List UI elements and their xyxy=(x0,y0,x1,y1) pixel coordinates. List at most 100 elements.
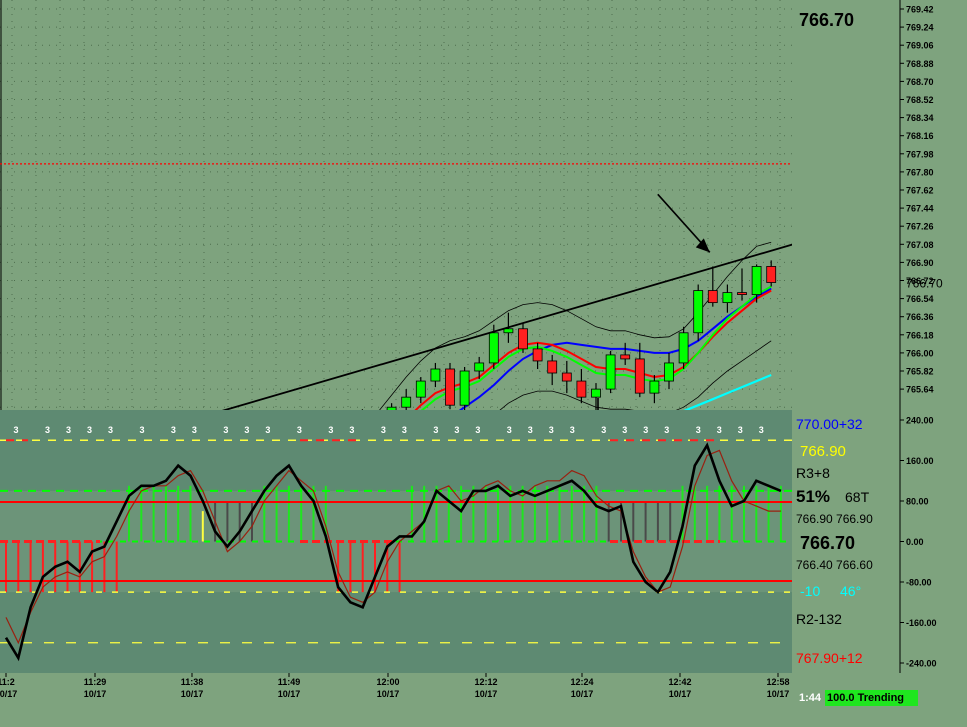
last-price: 766.70 xyxy=(799,10,855,30)
signal-label: 3 xyxy=(549,425,554,435)
signal-label: 3 xyxy=(759,425,764,435)
signal-label: 3 xyxy=(528,425,533,435)
x-tick-date: 10/17 xyxy=(0,689,17,699)
osc-y-tick-label: -240.00 xyxy=(906,659,937,669)
percent-label: 51% xyxy=(796,487,831,506)
signal-label: 3 xyxy=(223,425,228,435)
candle-body xyxy=(737,292,747,295)
x-tick-label: 12:00 xyxy=(376,677,399,687)
x-tick-label: 12:42 xyxy=(668,677,691,687)
trend-status-badge: 100.0 Trending xyxy=(825,690,918,706)
y-tick-label: 766.72 xyxy=(906,276,934,286)
oscillator-chart: 3 3 3 3 3 3 3 3 3 3 3 3 3 3 3 3 3 3 3 3 3 3 3 3 3 3 3 3 3 3 3 xyxy=(0,410,792,673)
signal-label: 3 xyxy=(570,425,575,435)
y-tick-label: 768.88 xyxy=(906,59,934,69)
x-tick-date: 10/17 xyxy=(181,689,204,699)
y-tick-label: 766.18 xyxy=(906,330,934,340)
candle-body xyxy=(532,348,543,362)
y-tick-label: 767.98 xyxy=(906,149,934,159)
signal-label: 3 xyxy=(717,425,722,435)
signal-label: 3 xyxy=(297,425,302,435)
signal-label: 3 xyxy=(601,425,606,435)
osc-y-tick-label: 240.00 xyxy=(906,416,934,426)
xaxis-background xyxy=(0,673,792,727)
x-tick-label: 11:2 xyxy=(0,677,15,687)
y-tick-label: 769.24 xyxy=(906,23,934,33)
signal-label: 3 xyxy=(507,425,512,435)
r3-label: R3+8 xyxy=(796,465,830,481)
arrow-down-head xyxy=(695,238,710,253)
degree-label: 46° xyxy=(840,583,862,599)
x-tick-label: 12:58 xyxy=(766,677,789,687)
candle-body xyxy=(649,380,660,394)
oscillator-main-line xyxy=(4,442,782,662)
signal-label: 3 xyxy=(87,425,92,435)
signal-label: 3 xyxy=(454,425,459,435)
candle-body xyxy=(678,332,689,364)
candle-body xyxy=(415,380,426,398)
signal-label: 3 xyxy=(244,425,249,435)
y-tick-label: 767.80 xyxy=(906,167,934,177)
candle-body xyxy=(547,360,558,374)
oscillator-signal-line xyxy=(5,449,781,645)
y-tick-label: 768.34 xyxy=(906,113,934,123)
candle-body xyxy=(664,362,674,382)
candle-body xyxy=(634,358,645,394)
x-tick-label: 11:29 xyxy=(84,677,107,687)
signal-label: 3 xyxy=(433,425,438,435)
y-tick-label: 766.90 xyxy=(906,258,934,268)
ticks-label: 68T xyxy=(845,489,870,505)
candle-body xyxy=(561,372,572,382)
candle-body xyxy=(401,396,412,408)
candle-body xyxy=(693,290,704,334)
x-tick-label: 12:24 xyxy=(570,677,593,687)
osc-y-tick-label: 160.00 xyxy=(906,456,934,466)
candle-body xyxy=(488,332,499,364)
y-tick-label: 768.16 xyxy=(906,131,934,141)
signal-label: 3 xyxy=(622,425,627,435)
y-tick-label: 767.62 xyxy=(906,186,934,196)
candle-body xyxy=(459,370,470,406)
candle-body xyxy=(576,380,587,398)
signal-label: 3 xyxy=(171,425,176,435)
osc-y-tick-label: 0.00 xyxy=(906,537,924,547)
y-tick-label: 769.42 xyxy=(906,5,934,15)
signal-label: 3 xyxy=(66,425,71,435)
signal-label: 3 xyxy=(643,425,648,435)
x-tick-date: 10/17 xyxy=(571,689,594,699)
candle-body xyxy=(474,362,485,372)
status-time: 1:44 xyxy=(799,692,822,704)
osc-y-tick-label: 80.00 xyxy=(906,497,929,507)
price-label-b: 766.70 xyxy=(800,533,856,553)
signal-label: 3 xyxy=(402,425,407,435)
signal-label: 3 xyxy=(475,425,480,435)
x-tick-label: 11:49 xyxy=(278,677,301,687)
signal-label: 3 xyxy=(328,425,333,435)
y-tick-label: 766.36 xyxy=(906,312,934,322)
candle-body xyxy=(722,292,733,304)
signal-label: 3 xyxy=(13,425,18,435)
x-tick-date: 10/17 xyxy=(377,689,400,699)
y-tick-label: 766.54 xyxy=(906,294,934,304)
y-tick-label: 766.00 xyxy=(906,348,934,358)
y-tick-label: 768.70 xyxy=(906,77,934,87)
y-tick-label: 769.06 xyxy=(906,41,934,51)
candle-body xyxy=(518,328,528,350)
angle-label: -10 xyxy=(800,583,821,599)
x-tick-date: 10/17 xyxy=(767,689,790,699)
signal-label: 3 xyxy=(139,425,144,435)
price-pair-b: 766.40 766.60 xyxy=(796,558,873,572)
x-axis: 11:2 10/17 11:29 10/17 11:38 10/17 11:49 10/17 1… xyxy=(0,673,790,699)
x-tick-date: 10/17 xyxy=(475,689,498,699)
price-tag: 766.70 xyxy=(906,277,943,291)
price-plot-area xyxy=(0,0,792,410)
y-tick-label: 765.82 xyxy=(906,367,934,377)
x-tick-label: 12:12 xyxy=(474,677,497,687)
signal-label: 3 xyxy=(265,425,270,435)
x-tick-date: 10/17 xyxy=(669,689,692,699)
signal-label: 3 xyxy=(45,425,50,435)
x-tick-date: 10/17 xyxy=(278,689,301,699)
candle-body xyxy=(591,388,601,398)
